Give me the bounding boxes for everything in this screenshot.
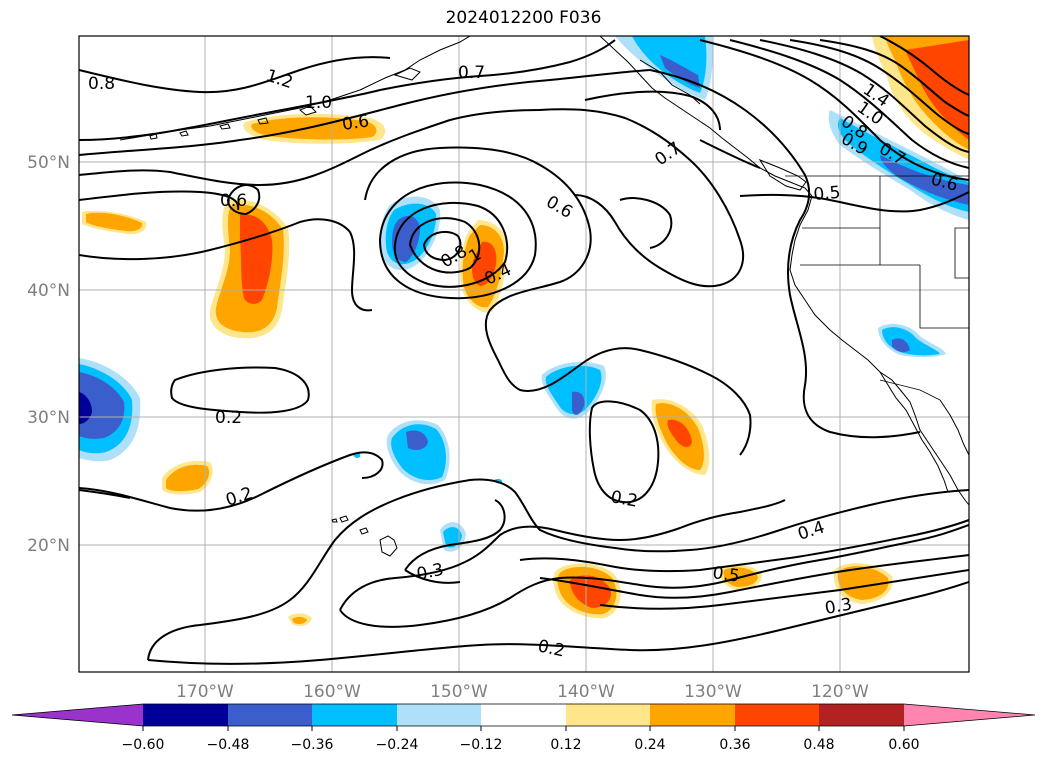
colorbar-tick-label: −0.36: [291, 737, 334, 753]
colorbar-segment: [819, 704, 904, 726]
contour-label: 1.0: [305, 93, 332, 113]
shade-157w-mid: [391, 424, 446, 481]
colorbar-segment: [735, 704, 819, 726]
colorbar-tick-label: 0.12: [550, 737, 581, 753]
lat-label: 30°N: [27, 408, 70, 428]
colorbar-segment: [143, 704, 228, 726]
colorbar-tick-label: 0.36: [719, 737, 750, 753]
colorbar-segment: [481, 704, 566, 726]
lon-label: 130°W: [684, 682, 742, 702]
colorbar-segment: [650, 704, 735, 726]
colorbar-tick-label: 0.60: [888, 737, 919, 753]
shade-140w-inner: [572, 391, 585, 415]
lon-label: 170°W: [176, 682, 234, 702]
shade-speck-1b: [292, 616, 307, 624]
shade-112w-inner: [892, 338, 910, 353]
graticule: [79, 36, 969, 672]
shade-133w-inner: [667, 419, 692, 448]
colorbar-tick-label: −0.24: [376, 737, 419, 753]
contour-label: 0.2: [215, 408, 242, 428]
lon-label: 140°W: [557, 682, 615, 702]
contour-lines: [79, 36, 969, 665]
contour-label: 0.5: [813, 183, 842, 205]
colorbar-extend-high: [904, 704, 1035, 726]
colorbar-tick-label: −0.48: [207, 737, 250, 753]
shade-157w-inner: [406, 430, 428, 450]
lat-label: 20°N: [27, 536, 70, 556]
lon-label: 150°W: [430, 682, 488, 702]
colorbar-segment: [397, 704, 481, 726]
colorbar-ticks: [142, 726, 905, 731]
colorbar-tick-label: 0.48: [803, 737, 834, 753]
lat-label: 50°N: [27, 153, 70, 173]
colorbar-segment: [228, 704, 312, 726]
shade-ne-neg-inner: [880, 155, 969, 205]
map-title: 2024012200 F036: [445, 8, 602, 28]
contour-label: 0.8: [88, 74, 115, 94]
shade-w30-inner: [79, 372, 125, 439]
shade-w30-core: [79, 392, 92, 424]
contour-label: 0.5: [711, 563, 741, 587]
shade-118w-mid: [837, 566, 889, 600]
shade-170w-mid: [166, 464, 210, 492]
latitude-labels: 50°N 40°N 30°N 20°N: [27, 153, 70, 556]
shade-150w20-mid: [443, 527, 462, 548]
shaded-anomalies: [79, 36, 969, 626]
longitude-labels: 170°W 160°W 150°W 140°W 130°W 120°W: [176, 682, 869, 702]
colorbar-tick-label: −0.12: [460, 737, 503, 753]
lon-label: 120°W: [811, 682, 869, 702]
contour-label: 0.3: [823, 595, 853, 619]
contour-label: 0.7: [458, 63, 485, 83]
contour-label: 0.6: [220, 191, 247, 211]
political-borders: [785, 175, 969, 401]
colorbar-tick-label: 0.24: [634, 737, 665, 753]
plot-frame: [78, 35, 970, 673]
lat-label: 40°N: [27, 281, 70, 301]
shade-ne-inner: [905, 40, 969, 140]
colorbar-extend-low: [12, 704, 143, 726]
contour-label: 0.6: [341, 111, 371, 135]
shade-140w-mid: [545, 365, 602, 415]
colorbar-segment: [312, 704, 397, 726]
colorbar-segment: [566, 704, 650, 726]
shade-165w-inner: [240, 214, 273, 304]
lon-label: 160°W: [303, 682, 361, 702]
colorbar: −0.60 −0.48 −0.36 −0.24 −0.12 0.12 0.24 …: [11, 703, 1036, 753]
contour-label: 0.2: [609, 487, 639, 511]
shade-bc-inner: [660, 55, 700, 88]
shade-w45-mid: [86, 212, 143, 232]
colorbar-tick-label: −0.60: [122, 737, 165, 753]
